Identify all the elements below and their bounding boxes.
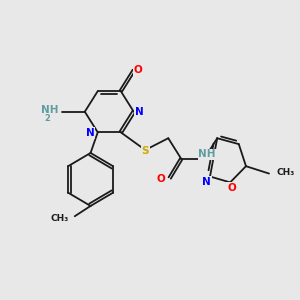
- Text: NH: NH: [41, 105, 58, 115]
- Text: 2: 2: [44, 114, 50, 123]
- Text: N: N: [85, 128, 94, 138]
- Text: O: O: [157, 174, 166, 184]
- Text: N: N: [134, 107, 143, 117]
- Text: O: O: [227, 183, 236, 193]
- Text: N: N: [202, 177, 211, 187]
- Text: CH₃: CH₃: [50, 214, 68, 223]
- Text: O: O: [134, 65, 142, 76]
- Text: S: S: [142, 146, 149, 157]
- Text: CH₃: CH₃: [276, 168, 295, 177]
- Text: NH: NH: [198, 149, 216, 159]
